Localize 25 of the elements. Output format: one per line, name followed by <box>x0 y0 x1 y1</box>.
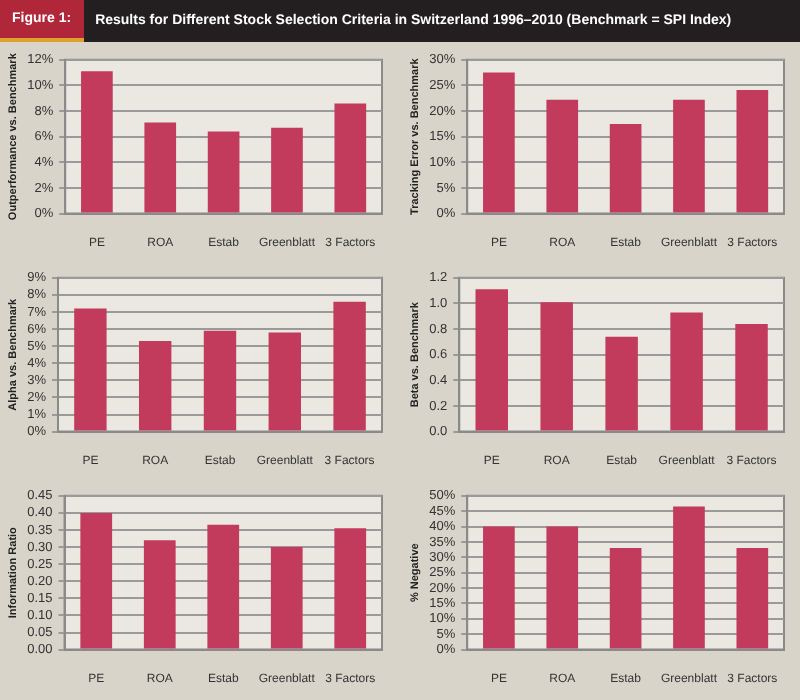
bar <box>271 127 303 213</box>
bar <box>673 506 705 649</box>
bar <box>673 99 705 213</box>
bar <box>203 330 237 431</box>
bar <box>546 526 579 649</box>
bar <box>144 122 177 213</box>
bar <box>483 72 515 213</box>
bar <box>670 312 703 431</box>
bar <box>81 71 113 213</box>
bar <box>609 123 642 213</box>
bar <box>540 302 573 431</box>
bar <box>334 103 367 213</box>
bar <box>483 526 515 649</box>
bar <box>268 332 301 431</box>
bar <box>546 99 579 213</box>
bar <box>735 323 768 431</box>
bar <box>736 548 769 649</box>
bar <box>609 548 642 649</box>
bar <box>475 289 508 431</box>
bar <box>605 336 638 431</box>
bar <box>207 131 240 213</box>
bar <box>736 90 769 213</box>
bar <box>138 341 172 431</box>
bar <box>74 308 107 431</box>
bar <box>333 301 366 431</box>
